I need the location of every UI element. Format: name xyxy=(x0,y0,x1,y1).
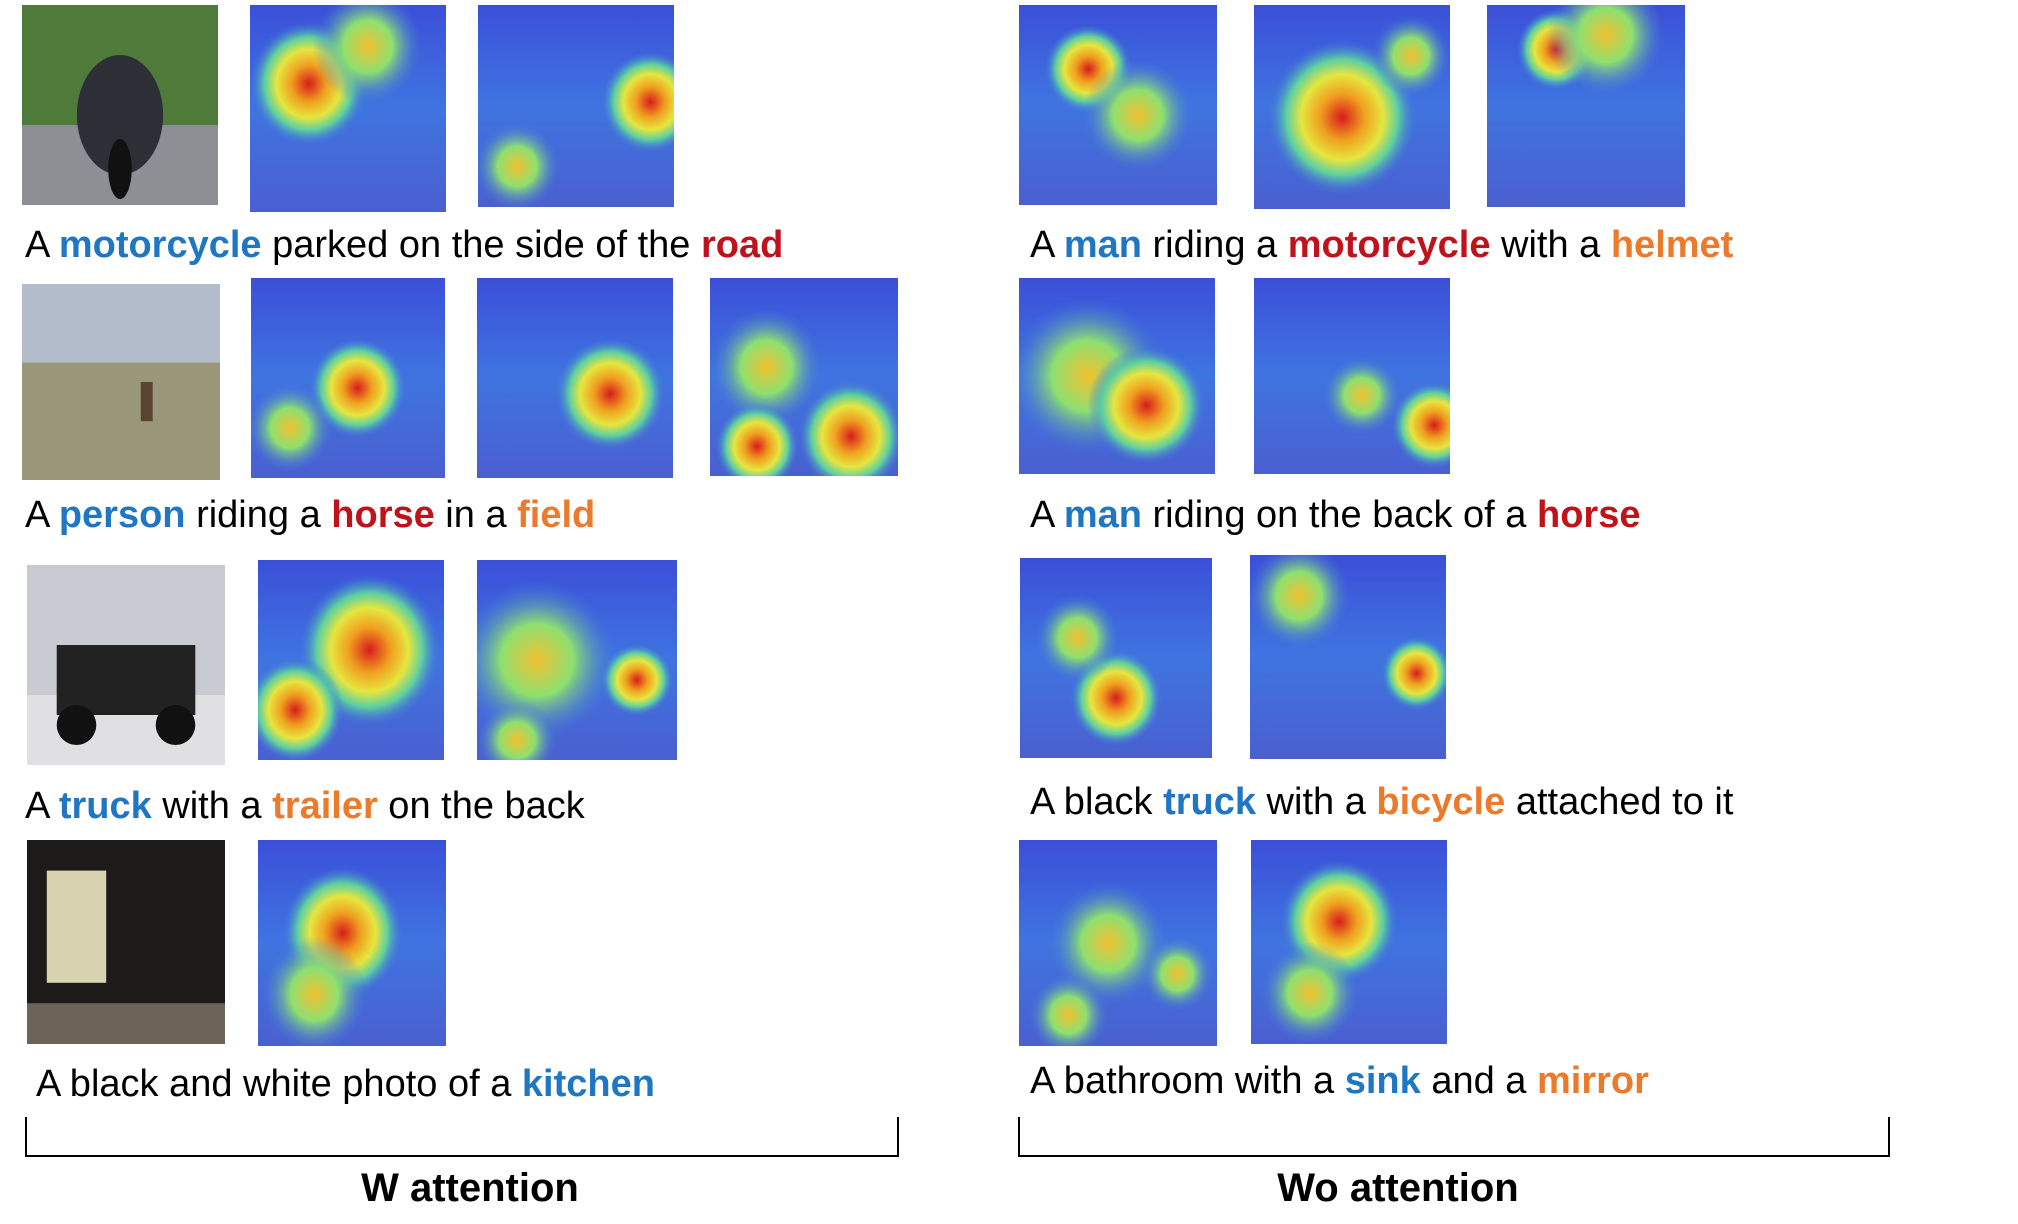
attention-map-person xyxy=(251,278,445,478)
attention-map-man-motorcycle-2 xyxy=(1254,5,1450,209)
attention-map-man-horse-2 xyxy=(1254,278,1450,474)
photo-truck xyxy=(27,565,225,765)
caption-man-motorcycle: A man riding a motorcycle with a helmet xyxy=(1030,224,1734,266)
caption-bathroom: A bathroom with a sink and a mirror xyxy=(1030,1060,1649,1102)
keyword-object: person xyxy=(58,494,186,536)
keyword-secondary: mirror xyxy=(1537,1060,1649,1102)
attention-map-man-motorcycle-1 xyxy=(1019,5,1217,205)
keyword-primary: motorcycle xyxy=(1287,224,1491,266)
attention-map-man-motorcycle-3 xyxy=(1487,5,1685,207)
group-label-wo-attention: Wo attention xyxy=(1277,1166,1519,1210)
caption-man-horse: A man riding on the back of a horse xyxy=(1030,494,1641,536)
attention-map-sink xyxy=(1019,840,1217,1046)
keyword-object: kitchen xyxy=(521,1063,655,1105)
photo-kitchen xyxy=(27,840,225,1044)
keyword-object: truck xyxy=(1163,781,1256,823)
caption-truck-trailer: A truck with a trailer on the back xyxy=(25,785,585,827)
photo-motorcycle xyxy=(22,5,218,205)
attention-map-field xyxy=(710,278,898,476)
caption-truck-bicycle: A black truck with a bicycle attached to… xyxy=(1030,781,1734,823)
attention-map-mirror xyxy=(1251,840,1447,1044)
keyword-object: truck xyxy=(58,785,152,827)
attention-map-motorcycle-2 xyxy=(478,5,674,207)
bracket-right xyxy=(1018,1117,1890,1157)
keyword-secondary: bicycle xyxy=(1376,781,1506,823)
attention-map-truck xyxy=(258,560,444,760)
caption-person-horse: A person riding a horse in a field xyxy=(25,494,596,536)
attention-map-motorcycle-1 xyxy=(250,5,446,212)
group-label-w-attention: W attention xyxy=(361,1166,579,1210)
photo-horse-field xyxy=(22,284,220,480)
keyword-object: man xyxy=(1063,494,1142,536)
attention-map-trailer xyxy=(477,560,677,760)
keyword-object: sink xyxy=(1344,1060,1421,1102)
keyword-primary: horse xyxy=(331,494,435,536)
attention-map-kitchen xyxy=(258,840,446,1046)
keyword-secondary: trailer xyxy=(272,785,378,827)
keyword-primary: road xyxy=(700,224,784,266)
bracket-left xyxy=(25,1117,899,1157)
attention-map-man-horse-1 xyxy=(1019,278,1215,474)
keyword-primary: horse xyxy=(1536,494,1641,536)
attention-map-horse xyxy=(477,278,673,478)
keyword-secondary: helmet xyxy=(1610,224,1734,266)
keyword-secondary: field xyxy=(517,494,596,536)
keyword-object: motorcycle xyxy=(58,224,262,266)
keyword-object: man xyxy=(1063,224,1142,266)
caption-motorcycle: A motorcycle parked on the side of the r… xyxy=(25,224,784,266)
attention-map-black-truck xyxy=(1020,558,1212,758)
attention-map-bicycle xyxy=(1250,555,1446,759)
caption-kitchen: A black and white photo of a kitchen xyxy=(36,1063,655,1105)
